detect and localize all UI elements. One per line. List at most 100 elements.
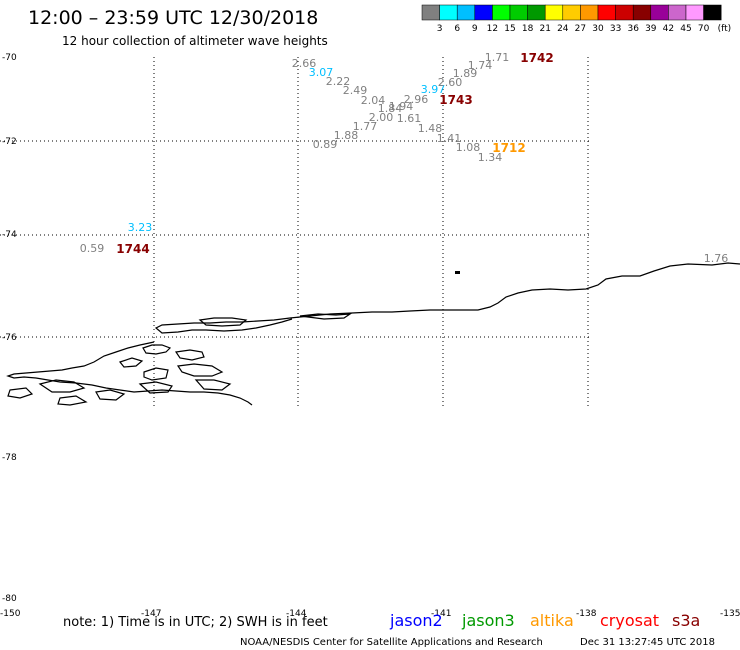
wave-height-value: 1.48: [418, 122, 443, 135]
satellite-s3a: s3a: [672, 611, 700, 630]
wave-height-value: 2.49: [343, 84, 368, 97]
satellite-jason2: jason2: [389, 611, 443, 630]
legend-label: 6: [454, 24, 460, 34]
wave-height-value: 1.77: [353, 120, 378, 133]
legend-label: 15: [504, 24, 515, 34]
wave-height-value: 1.71: [485, 51, 510, 64]
wave-height-value: 1.89: [453, 67, 478, 80]
legend-swatch: [527, 4, 546, 21]
legend-label: 18: [522, 24, 534, 34]
lat-label-78: -78: [2, 453, 17, 463]
wave-height-value: 3.07: [309, 66, 334, 79]
legend-label: 12: [487, 24, 498, 34]
legend-swatch: [474, 4, 493, 21]
wave-height-value: 2.66: [292, 57, 317, 70]
color-scale-legend: 3 6 9 12 15 18 21 24 27 30 33 36 39 42 45 70 (ft): [421, 4, 732, 34]
island-5: [176, 363, 224, 377]
island-9: [194, 379, 232, 391]
wave-height-value: 1.34: [478, 151, 503, 164]
satellite-altika: altika: [530, 611, 574, 630]
wave-height-value: 1.94: [389, 100, 414, 113]
lon-label-150: -150: [0, 609, 21, 619]
legend-unit: (ft): [718, 24, 732, 34]
island-3: [118, 357, 144, 368]
lon-label-138: -138: [576, 609, 597, 619]
pass-time-label: 1743: [439, 93, 472, 107]
wave-height-value: 2.00: [369, 111, 394, 124]
legend-swatch: [650, 4, 669, 21]
wave-height-value: 1.84: [378, 102, 403, 115]
page-title: 12:00 – 23:59 UTC 12/30/2018: [28, 7, 318, 29]
lat-label-76: -76: [2, 333, 17, 343]
wave-height-value: 0.89: [313, 138, 338, 151]
island-2: [174, 349, 205, 361]
wave-height-value: 1.76: [704, 252, 729, 265]
satellite-legend: jason2 jason3 altika cryosat s3a: [389, 611, 700, 630]
legend-label: 9: [472, 24, 478, 34]
legend-label: 36: [627, 24, 639, 34]
footer-credit: NOAA/NESDIS Center for Satellite Applica…: [240, 637, 543, 648]
legend-swatch: [632, 4, 652, 21]
legend-swatch: [615, 4, 634, 21]
wave-height-value: 1.88: [334, 129, 359, 142]
legend-label: 33: [610, 24, 621, 34]
lat-label-72: -72: [2, 137, 17, 147]
satellite-cryosat: cryosat: [600, 611, 659, 630]
footer-timestamp: Dec 31 13:27:45 UTC 2018: [580, 637, 715, 648]
lat-label-74: -74: [2, 230, 17, 240]
wave-height-value: 2.96: [404, 93, 429, 106]
wave-height-value: 3.23: [128, 221, 153, 234]
footer-note: note: 1) Time is in UTC; 2) SWH is in fe…: [63, 615, 328, 630]
legend-swatch: [509, 4, 528, 21]
small-island: [455, 271, 460, 274]
pass-time-label: 1744: [116, 242, 149, 256]
legend-label: 30: [592, 24, 604, 34]
island-8: [138, 381, 173, 394]
legend-label: 45: [680, 24, 691, 34]
pass-time-labels: 1742 1743 1712 1744: [116, 51, 553, 256]
wave-height-observations: 2.663.072.222.492.041.841.942.96 2.00 1.61…: [80, 51, 729, 265]
pass-time-label: 1742: [520, 51, 553, 65]
island-11: [57, 395, 88, 406]
island-7: [95, 389, 126, 401]
lon-label-141: -141: [431, 609, 451, 619]
lat-label-70: -70: [2, 53, 17, 63]
island-1: [142, 344, 172, 355]
lon-label-147: -147: [141, 609, 161, 619]
lon-label-135: -135: [720, 609, 740, 619]
coast-inner-edge: [6, 341, 253, 406]
legend-label: 42: [663, 24, 674, 34]
pass-time-label: 1712: [492, 141, 525, 155]
island-4: [143, 367, 169, 381]
legend-swatch: [597, 4, 616, 21]
legend-swatch: [562, 4, 581, 21]
legend-swatch: [685, 4, 704, 21]
legend-label: 21: [539, 24, 550, 34]
legend-swatch: [439, 4, 458, 21]
legend-swatch: [492, 4, 511, 21]
legend-label: 27: [575, 24, 586, 34]
page-subtitle: 12 hour collection of altimeter wave hei…: [62, 34, 328, 48]
island-6: [38, 379, 86, 393]
legend-label: 39: [645, 24, 657, 34]
legend-label: 24: [557, 24, 569, 34]
lat-label-80: -80: [2, 594, 17, 604]
ice-shelf-notch: [198, 317, 248, 327]
wave-height-value: 2.22: [326, 75, 351, 88]
legend-swatch: [580, 4, 599, 21]
wave-height-value: 1.61: [397, 112, 422, 125]
wave-height-value: 2.60: [438, 76, 463, 89]
wave-height-value: 2.04: [361, 94, 386, 107]
legend-swatch: [456, 4, 476, 21]
island-10: [7, 387, 34, 399]
ice-shelf-bump: [299, 313, 353, 320]
wave-height-value: 1.41: [437, 132, 462, 145]
coastline: [6, 262, 740, 406]
lon-label-144: -144: [286, 609, 307, 619]
legend-swatch: [668, 4, 687, 21]
wave-height-value: 1.08: [456, 141, 481, 154]
wave-height-value: 0.59: [80, 242, 105, 255]
legend-swatch: [544, 4, 564, 21]
